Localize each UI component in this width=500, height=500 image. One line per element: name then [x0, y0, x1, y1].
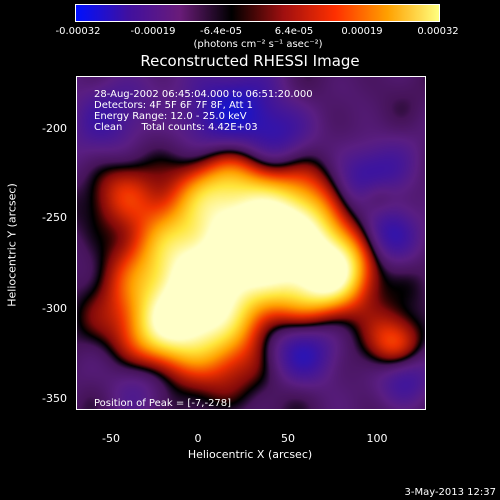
peak-position: Position of Peak = [-7,-278]: [94, 398, 232, 409]
colorbar-unit: (photons cm⁻² s⁻¹ asec⁻²): [193, 39, 323, 50]
colorbar-tick: -0.00032: [55, 26, 101, 37]
x-tick: 0: [194, 432, 202, 445]
y-axis-label: Heliocentric Y (arcsec): [5, 183, 19, 307]
colorbar-tick: -0.00019: [130, 26, 176, 37]
x-tick: -50: [102, 432, 120, 445]
x-tick: 50: [281, 432, 295, 445]
colorbar-tick: -6.4e-05: [200, 26, 242, 37]
colorbar-tick: 0.00032: [417, 26, 459, 37]
info-detectors: Detectors: 4F 5F 6F 7F 8F, Att 1: [94, 100, 254, 111]
info-energy: Energy Range: 12.0 - 25.0 keV: [94, 111, 247, 122]
colorbar: [75, 4, 440, 22]
y-tick: -250: [42, 211, 67, 224]
y-tick: -300: [42, 302, 67, 315]
x-axis-label: Heliocentric X (arcsec): [187, 448, 313, 461]
rhessi-image: [76, 76, 426, 410]
image-title: Reconstructed RHESSI Image: [140, 52, 360, 70]
info-counts: Clean Total counts: 4.42E+03: [94, 122, 258, 133]
colorbar-tick: 6.4e-05: [274, 26, 314, 37]
x-tick: 100: [366, 432, 388, 445]
timestamp: 3-May-2013 12:37: [404, 487, 496, 498]
colorbar-tick: 0.00019: [341, 26, 383, 37]
y-tick: -350: [42, 392, 67, 405]
y-tick: -200: [42, 122, 67, 135]
info-time-range: 28-Aug-2002 06:45:04.000 to 06:51:20.000: [94, 89, 313, 100]
